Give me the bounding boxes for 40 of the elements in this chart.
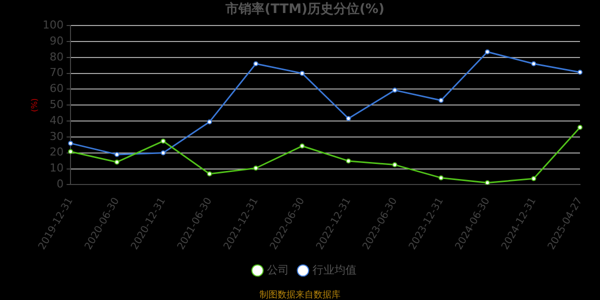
- y-tick-label: 0: [56, 178, 64, 191]
- point: [484, 180, 490, 185]
- point: [114, 160, 120, 165]
- point: [438, 175, 444, 180]
- y-tick-label: 80: [50, 50, 64, 64]
- point: [114, 152, 120, 157]
- y-tick-label: 30: [50, 130, 64, 143]
- y-tick-label: 90: [50, 34, 64, 48]
- y-tick-label: 10: [50, 162, 64, 175]
- point: [438, 98, 444, 103]
- chart-title: 市销率(TTM)历史分位(%): [224, 1, 384, 18]
- point: [300, 70, 305, 76]
- y-tick-label: 40: [50, 114, 64, 127]
- text: 制图数据来自数据库: [260, 289, 340, 300]
- y-tick-label: 50: [50, 98, 64, 111]
- point: [531, 176, 536, 182]
- point: [207, 171, 212, 176]
- y-tick-label: 20: [50, 146, 64, 159]
- point: [68, 140, 74, 146]
- point: [484, 49, 490, 54]
- point: [392, 162, 398, 168]
- point: [253, 166, 258, 171]
- point: [392, 88, 398, 93]
- point: [578, 124, 582, 130]
- legend-label: 公司: [267, 263, 289, 276]
- point: [253, 61, 258, 66]
- y-tick-label: 70: [50, 66, 64, 80]
- y-tick-label: 60: [50, 82, 64, 96]
- point: [578, 70, 582, 75]
- legend-label: 行业均值: [312, 263, 356, 276]
- point: [207, 119, 212, 124]
- point: [346, 158, 351, 164]
- point: [300, 144, 305, 149]
- y-axis-title: (%): [30, 98, 39, 112]
- point: [531, 61, 536, 66]
- y-tick-label: 100: [42, 18, 64, 32]
- point: [160, 150, 166, 156]
- point: [68, 149, 74, 154]
- point: [160, 138, 166, 144]
- point: [346, 116, 351, 121]
